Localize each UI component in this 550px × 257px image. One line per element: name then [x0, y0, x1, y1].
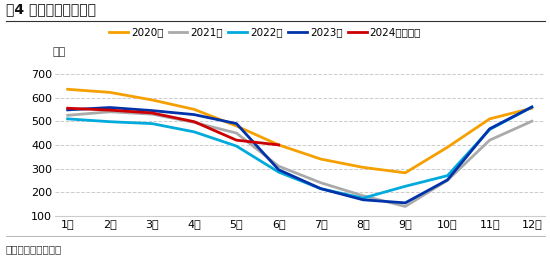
Line: 2021年: 2021年	[68, 112, 532, 206]
2020年	[529, 107, 535, 110]
Line: 2024年及预测: 2024年及预测	[68, 108, 279, 145]
2020年	[486, 117, 493, 121]
Legend: 2020年, 2021年, 2022年, 2023年, 2024年及预测: 2020年, 2021年, 2022年, 2023年, 2024年及预测	[109, 27, 421, 37]
2020年	[276, 143, 282, 146]
2022年	[276, 171, 282, 174]
2021年	[444, 179, 451, 182]
2021年	[148, 113, 155, 116]
2024年及预测	[107, 108, 113, 112]
2021年	[317, 181, 324, 184]
2020年	[191, 108, 197, 111]
2023年	[444, 178, 451, 181]
2022年	[107, 120, 113, 123]
2020年	[233, 124, 240, 127]
2021年	[402, 205, 409, 208]
2022年	[444, 174, 451, 177]
2023年	[148, 109, 155, 112]
2024年及预测	[276, 143, 282, 146]
2021年	[276, 165, 282, 168]
2020年	[148, 98, 155, 102]
2021年	[233, 132, 240, 135]
2023年	[360, 198, 366, 201]
2022年	[486, 128, 493, 131]
2023年	[191, 113, 197, 116]
2020年	[317, 158, 324, 161]
2022年	[148, 122, 155, 125]
2020年	[444, 146, 451, 149]
2024年及预测	[191, 120, 197, 123]
2021年	[360, 194, 366, 197]
2023年	[529, 106, 535, 109]
2023年	[276, 168, 282, 171]
Text: 万吨: 万吨	[52, 47, 65, 57]
2023年	[107, 106, 113, 109]
Line: 2020年: 2020年	[68, 89, 532, 173]
2021年	[486, 139, 493, 142]
2020年	[107, 91, 113, 94]
2022年	[317, 187, 324, 190]
2020年	[360, 166, 366, 169]
2023年	[486, 127, 493, 130]
2022年	[360, 197, 366, 200]
2020年	[402, 171, 409, 174]
Line: 2022年: 2022年	[68, 107, 532, 198]
2021年	[529, 120, 535, 123]
2022年	[64, 117, 71, 121]
Text: 图4 全国棉花商业库存: 图4 全国棉花商业库存	[6, 3, 96, 16]
2022年	[529, 106, 535, 109]
2024年及预测	[233, 139, 240, 142]
2022年	[191, 130, 197, 133]
2020年	[64, 88, 71, 91]
2024年及预测	[64, 107, 71, 110]
2022年	[402, 185, 409, 188]
2021年	[191, 121, 197, 124]
2021年	[107, 110, 113, 113]
2023年	[317, 187, 324, 190]
2023年	[64, 108, 71, 112]
Text: 数据来源：卓创资讯: 数据来源：卓创资讯	[6, 244, 62, 254]
2024年及预测	[148, 112, 155, 115]
2023年	[402, 201, 409, 204]
2021年	[64, 114, 71, 117]
2023年	[233, 122, 240, 125]
Line: 2023年: 2023年	[68, 107, 532, 203]
2022年	[233, 144, 240, 148]
